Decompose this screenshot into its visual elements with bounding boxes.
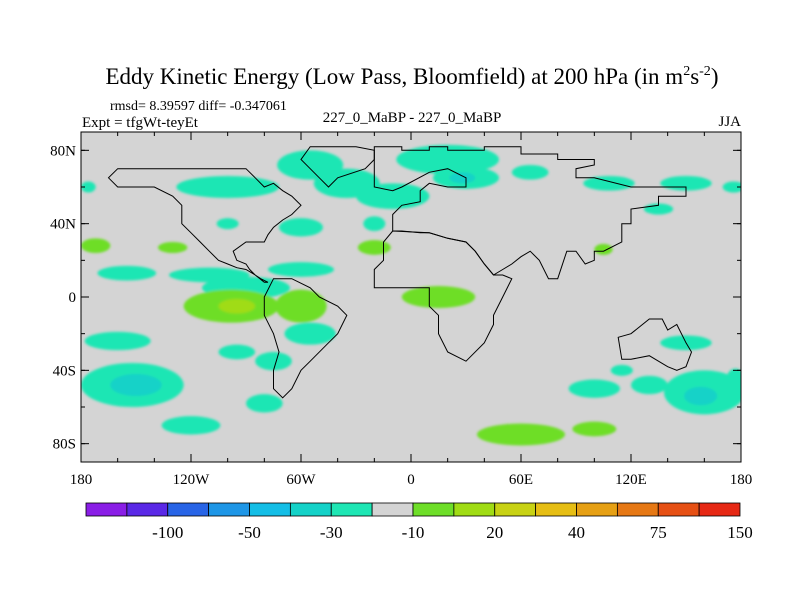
x-tick-label-5: 120E <box>615 472 647 488</box>
contour-region-43 <box>726 368 741 391</box>
contour-region-19 <box>279 218 323 237</box>
colorbar-box-6 <box>330 502 373 517</box>
contour-region-35 <box>594 243 613 255</box>
contour-region-16 <box>81 238 111 254</box>
contour-region-29 <box>511 165 549 180</box>
contour-region-2 <box>84 331 151 351</box>
experiment-label: Expt = tfgWt-teyEt <box>82 115 199 131</box>
contour-region-22 <box>176 176 279 198</box>
contour-fill-layer <box>81 144 741 446</box>
coastline-5 <box>617 318 693 371</box>
x-tick-label-1: 120W <box>173 472 211 488</box>
colorbar-box-15 <box>698 502 741 517</box>
contour-region-11 <box>218 298 256 314</box>
contour-region-28 <box>449 172 476 184</box>
contour-region-26 <box>396 144 499 175</box>
colorbar-box-13 <box>616 502 659 517</box>
contour-region-18 <box>158 242 188 253</box>
contour-region-4 <box>246 394 283 413</box>
contour-region-21 <box>363 216 386 232</box>
colorbar-box-2 <box>167 502 210 517</box>
y-tick-label-2: 0 <box>69 290 77 306</box>
colorbar: -100 -50 -30 -10 20 40 75 150 <box>85 502 753 542</box>
y-tick-label-4: 80S <box>53 437 76 453</box>
map-plot: 180 120W 60W 0 60E 120E 180 80N 40N 0 40S 80S <box>50 131 753 488</box>
contour-region-7 <box>255 352 292 371</box>
continent-outline-layer <box>107 146 693 399</box>
contour-region-25 <box>356 183 430 210</box>
contour-region-36 <box>477 423 565 446</box>
x-tick-label-6: 180 <box>730 472 753 488</box>
stats-label: rmsd= 8.39597 diff= -0.347061 <box>110 99 287 114</box>
contour-region-33 <box>722 181 741 193</box>
colorbar-label-5: 40 <box>568 523 585 542</box>
season-label: JJA <box>718 114 741 130</box>
chart-title-close: ) <box>711 64 719 89</box>
contour-region-34 <box>81 181 96 193</box>
case-label: 227_0_MaBP - 227_0_MaBP <box>323 110 502 126</box>
contour-region-3 <box>161 416 221 435</box>
x-tick-label-0: 180 <box>70 472 93 488</box>
colorbar-box-5 <box>289 502 332 517</box>
coastline-0 <box>373 146 687 280</box>
colorbar-box-14 <box>657 502 700 517</box>
colorbar-label-6: 75 <box>650 523 667 542</box>
y-tick-label-0: 80N <box>50 143 76 159</box>
contour-region-39 <box>631 375 668 395</box>
contour-region-14 <box>169 267 250 283</box>
contour-region-15 <box>268 262 334 277</box>
chart-title-main: Eddy Kinetic Energy (Low Pass, Bloomfiel… <box>106 64 684 89</box>
contour-region-30 <box>583 176 635 191</box>
colorbar-box-0 <box>85 502 128 517</box>
contour-region-5 <box>218 344 256 360</box>
colorbar-box-9 <box>453 502 496 517</box>
colorbar-box-11 <box>535 502 577 517</box>
y-tick-label-3: 40S <box>53 363 76 379</box>
colorbar-label-7: 150 <box>727 523 753 542</box>
x-tick-label-3: 0 <box>407 472 415 488</box>
x-axis: 180 120W 60W 0 60E 120E 180 <box>70 132 753 488</box>
colorbar-label-3: -10 <box>402 523 425 542</box>
coastline-2 <box>263 278 348 399</box>
colorbar-box-8 <box>412 502 455 517</box>
coastline-4 <box>300 146 375 188</box>
contour-region-42 <box>684 386 718 406</box>
colorbar-label-0: -100 <box>152 523 183 542</box>
colorbar-box-7 <box>371 502 414 517</box>
chart-title-unit-sup2: -2 <box>699 64 711 79</box>
x-tick-label-4: 60E <box>509 472 533 488</box>
colorbar-label-4: 20 <box>486 523 503 542</box>
contour-region-1 <box>110 374 162 396</box>
coastline-3 <box>107 168 302 283</box>
chart-title-unit-sup1: 2 <box>683 64 690 79</box>
contour-region-44 <box>610 364 633 376</box>
colorbar-box-12 <box>576 502 618 517</box>
contour-region-6 <box>284 322 336 345</box>
colorbar-box-4 <box>249 502 291 517</box>
colorbar-label-1: -50 <box>238 523 261 542</box>
contour-region-17 <box>357 240 391 255</box>
colorbar-box-1 <box>126 502 169 517</box>
contour-region-20 <box>216 218 239 230</box>
coastline-1 <box>373 230 513 362</box>
colorbar-box-10 <box>494 502 537 517</box>
contour-region-13 <box>97 265 157 281</box>
chart-title-unit-mid: s <box>690 64 699 89</box>
contour-region-10 <box>275 289 327 323</box>
chart-title: Eddy Kinetic Energy (Low Pass, Bloomfiel… <box>106 64 719 89</box>
contour-region-38 <box>568 379 620 398</box>
y-axis: 80N 40N 0 40S 80S <box>50 143 741 453</box>
colorbar-box-3 <box>208 502 250 517</box>
y-tick-label-1: 40N <box>50 217 76 233</box>
colorbar-label-2: -30 <box>320 523 343 542</box>
contour-region-37 <box>572 421 617 437</box>
contour-region-12 <box>401 286 476 308</box>
x-tick-label-2: 60W <box>286 472 316 488</box>
